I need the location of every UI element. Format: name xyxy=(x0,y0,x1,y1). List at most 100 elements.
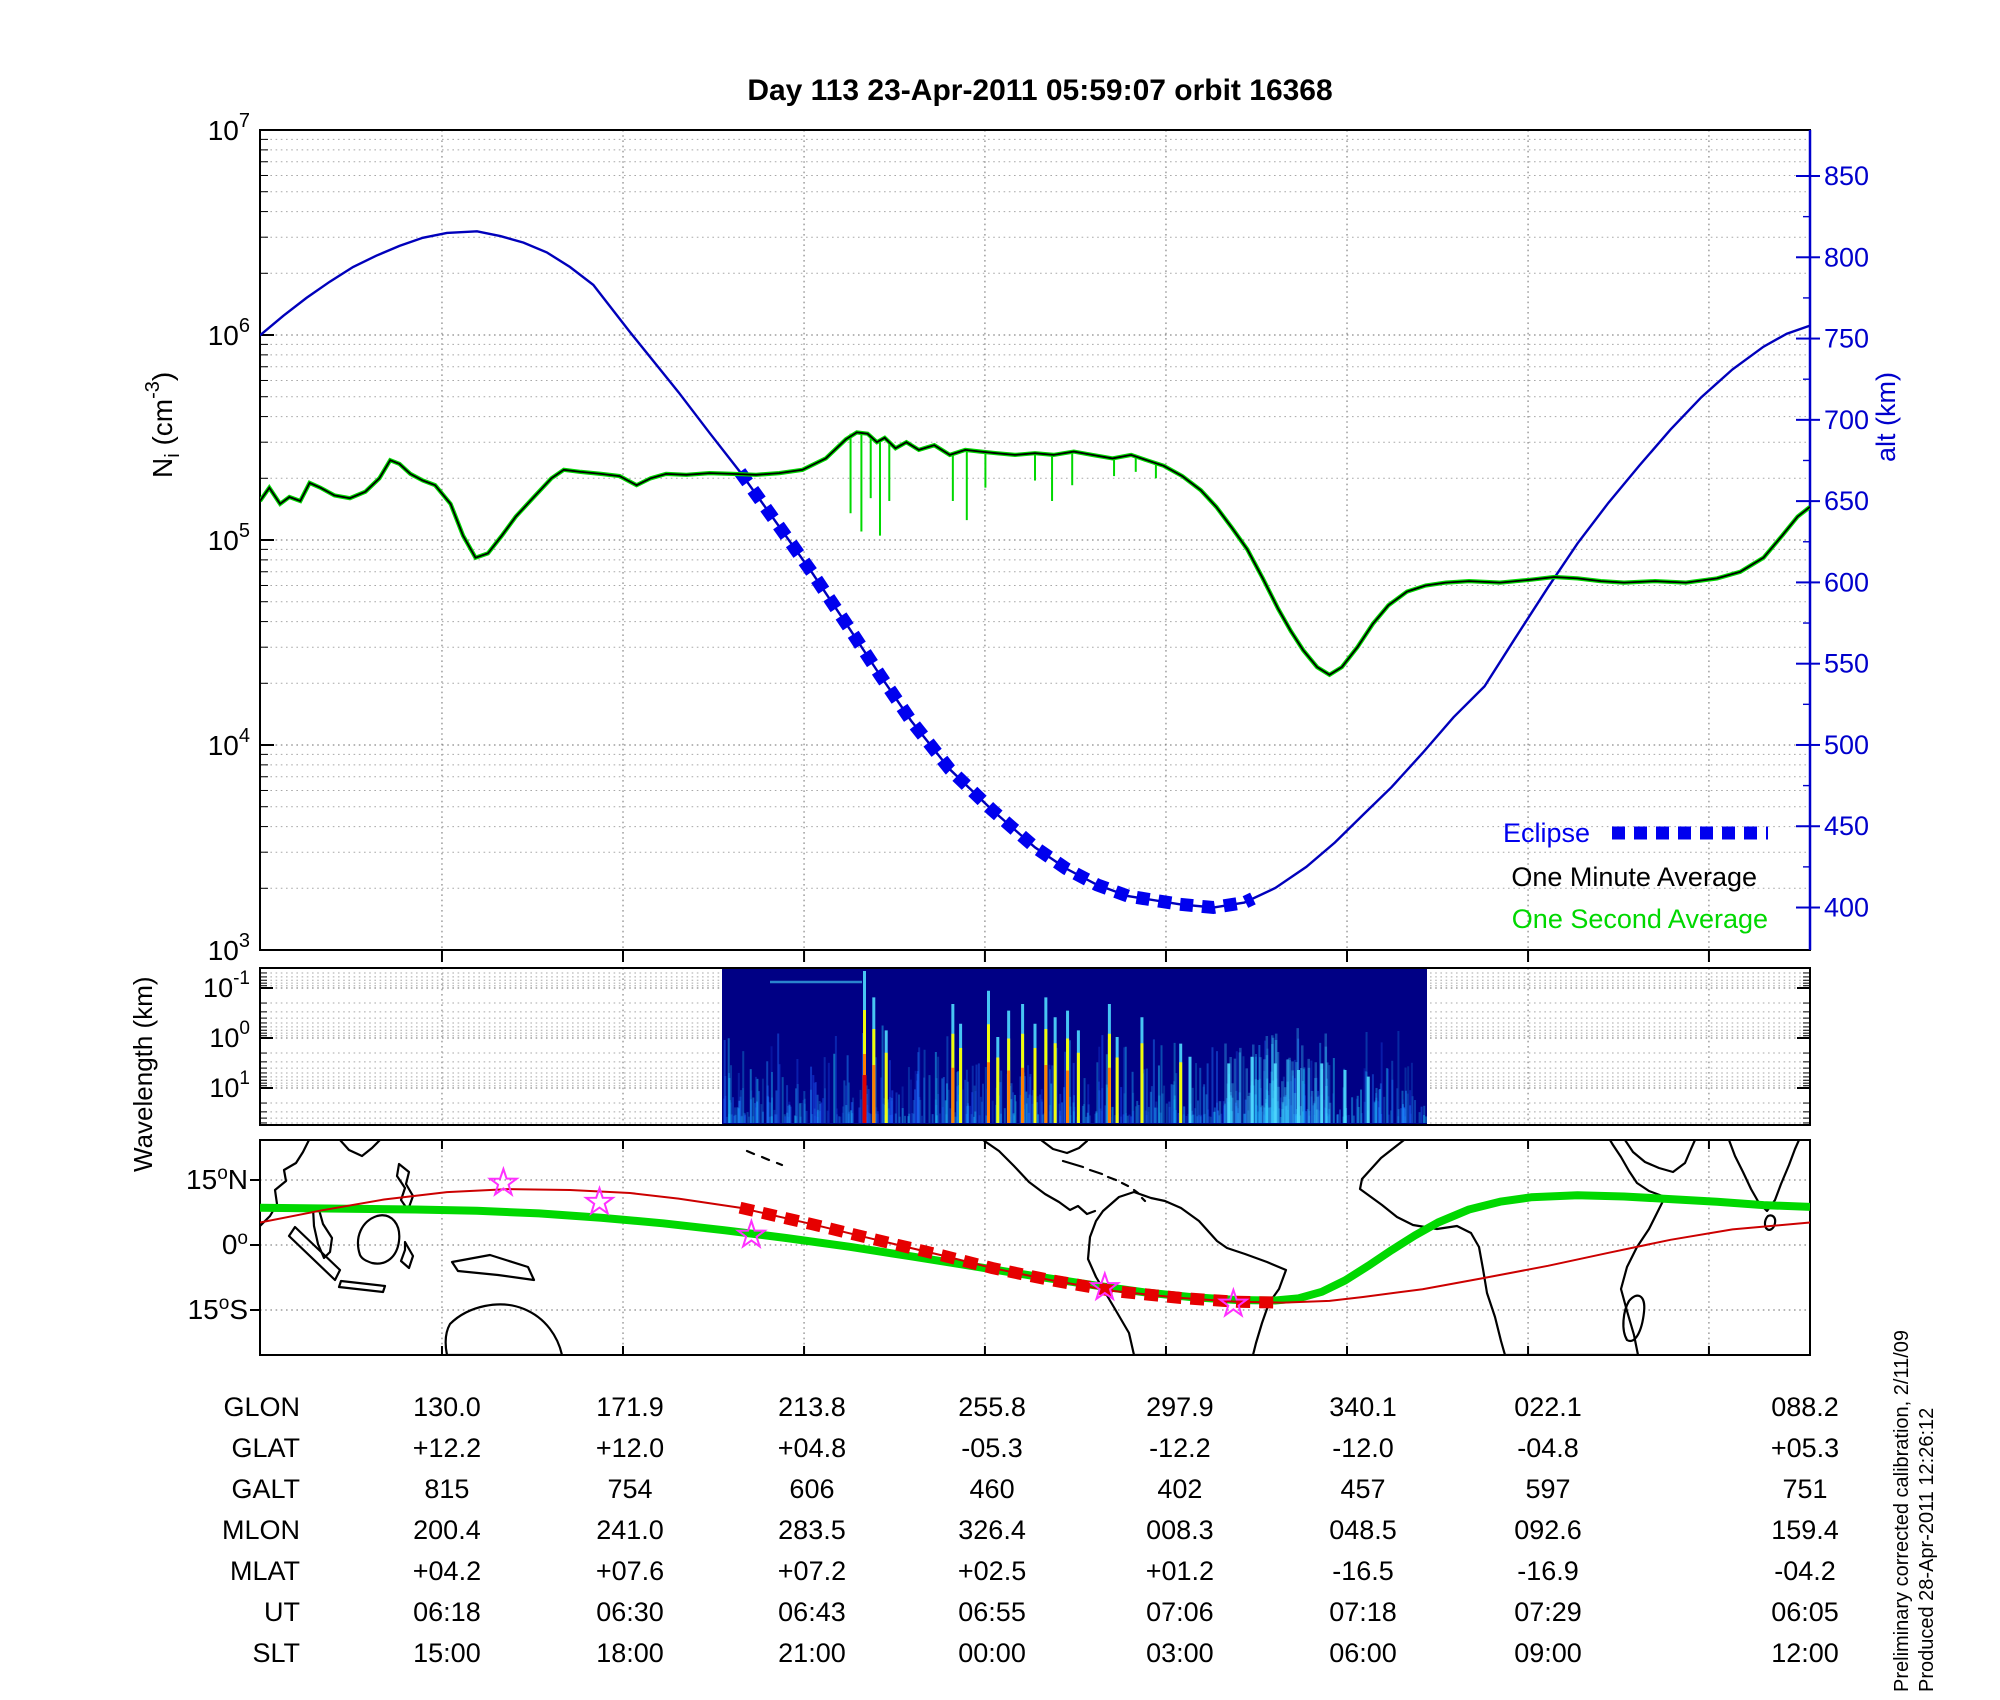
map-tracks xyxy=(260,1165,1810,1318)
wavelength-tick-label: 100 xyxy=(209,1018,250,1053)
table-cell: 606 xyxy=(789,1474,834,1504)
table-cell: +02.5 xyxy=(958,1556,1026,1586)
table-cell: -12.0 xyxy=(1332,1433,1394,1463)
table-cell: 092.6 xyxy=(1514,1515,1582,1545)
ni-tick-label-base: 10 xyxy=(208,320,239,351)
table-cell: 241.0 xyxy=(596,1515,664,1545)
coast-madagascar xyxy=(1622,1294,1646,1343)
spectrogram-image xyxy=(722,969,1427,1124)
table-cell: 06:43 xyxy=(778,1597,846,1627)
table-cell: 213.8 xyxy=(778,1392,846,1422)
ni-tick-label-exp: 5 xyxy=(239,520,250,542)
table-cell: 06:55 xyxy=(958,1597,1026,1627)
ni-tick-label-exp: 7 xyxy=(239,110,250,132)
table-cell: 171.9 xyxy=(596,1392,664,1422)
wavelength-tick-label-base: 10 xyxy=(209,1023,239,1053)
lat-tick-label: 0o xyxy=(222,1228,248,1260)
ni-tick-label-base: 10 xyxy=(208,935,239,966)
ni-tick-label-base: 10 xyxy=(208,525,239,556)
table-cell: 022.1 xyxy=(1514,1392,1582,1422)
wavelength-tick-label: 101 xyxy=(209,1068,250,1103)
lat-tick-part-1: o xyxy=(217,1163,228,1184)
wavelength-tick-label-base: 10 xyxy=(209,1073,239,1103)
spectrogram-background xyxy=(722,969,1427,1124)
y-axis-label-wavelength: Wavelength (km) xyxy=(128,976,158,1172)
table-row-label-galt: GALT xyxy=(231,1474,300,1504)
event-star-marker xyxy=(735,1217,768,1249)
table-cell: 21:00 xyxy=(778,1638,846,1668)
y-axis-label-ion-density: Ni (cm-3) xyxy=(142,372,184,478)
ni-label-sub: i xyxy=(162,453,184,457)
coast-philippines xyxy=(395,1162,415,1212)
table-cell: -16.5 xyxy=(1332,1556,1394,1586)
ni-tick-label: 104 xyxy=(208,725,250,761)
table-cell: 15:00 xyxy=(413,1638,481,1668)
alt-tick-label: 850 xyxy=(1824,161,1869,191)
table-cell: +07.6 xyxy=(596,1556,664,1586)
alt-tick-label: 750 xyxy=(1824,324,1869,354)
coast-central-america xyxy=(981,1140,1097,1216)
table-cell: 460 xyxy=(970,1474,1015,1504)
table-cell: -16.9 xyxy=(1517,1556,1579,1586)
table-cell: 815 xyxy=(424,1474,469,1504)
table-cell: 07:06 xyxy=(1146,1597,1214,1627)
table-row-label-glat: GLAT xyxy=(231,1433,300,1463)
coast-sumatra xyxy=(287,1225,342,1282)
table-cell: -04.2 xyxy=(1774,1556,1836,1586)
table-cell: 12:00 xyxy=(1771,1638,1839,1668)
map-panel-box xyxy=(259,1139,1811,1356)
table-cell: 326.4 xyxy=(958,1515,1026,1545)
lat-tick-part-0: 15 xyxy=(186,1164,217,1195)
event-star-marker xyxy=(1088,1270,1122,1302)
table-row-label-glon: GLON xyxy=(223,1392,300,1422)
ni-tick-label-exp: 6 xyxy=(239,315,250,337)
magnetic-equator-line xyxy=(260,1191,1810,1305)
wavelength-tick-label-base: 10 xyxy=(203,973,233,1003)
lat-tick-label: 15oN xyxy=(186,1163,248,1195)
table-cell: 402 xyxy=(1157,1474,1202,1504)
table-cell: 597 xyxy=(1526,1474,1571,1504)
table-cell: 07:29 xyxy=(1514,1597,1582,1627)
coast-sri-lanka xyxy=(1763,1214,1777,1231)
ni-tick-label-exp: 3 xyxy=(239,930,250,952)
ni-tick-label-exp: 4 xyxy=(239,725,250,747)
coast-china xyxy=(338,1140,382,1158)
plot-title: Day 113 23-Apr-2011 05:59:07 orbit 16368 xyxy=(747,74,1332,107)
eclipse-dashed-curve xyxy=(734,468,1256,915)
table-cell: 03:00 xyxy=(1146,1638,1214,1668)
table-cell: -04.8 xyxy=(1517,1433,1579,1463)
alt-tick-label: 400 xyxy=(1824,893,1869,923)
coast-australia xyxy=(444,1303,564,1355)
ni-tick-label-base: 10 xyxy=(208,730,239,761)
legend-one-second-label: One Second Average xyxy=(1512,904,1768,934)
ground-track-line xyxy=(260,1188,1810,1304)
alt-tick-label: 600 xyxy=(1824,567,1869,597)
wavelength-tick-label-exp: 1 xyxy=(239,1068,250,1089)
one-minute-average-curve xyxy=(260,431,1810,676)
footer-produced-note: Produced 28-Apr-2011 12:26:12 xyxy=(1916,1408,1938,1692)
ni-tick-label: 103 xyxy=(208,930,250,966)
alt-tick-label: 450 xyxy=(1824,811,1869,841)
legend-one-minute-label: One Minute Average xyxy=(1511,862,1757,892)
alt-tick-label: 800 xyxy=(1824,242,1869,272)
event-star-marker xyxy=(487,1165,520,1197)
table-cell: +01.2 xyxy=(1146,1556,1214,1586)
altitude-curve xyxy=(260,230,1810,909)
table-cell: 06:05 xyxy=(1771,1597,1839,1627)
table-cell: 008.3 xyxy=(1146,1515,1214,1545)
table-cell: +12.0 xyxy=(596,1433,664,1463)
alt-tick-label: 700 xyxy=(1824,405,1869,435)
ni-tick-label: 106 xyxy=(208,315,250,351)
ni-tick-label: 105 xyxy=(208,520,250,556)
table-cell: 297.9 xyxy=(1146,1392,1214,1422)
lat-tick-part-1: o xyxy=(219,1293,230,1314)
table-row-label-ut: UT xyxy=(264,1597,300,1627)
table-row-label-mlat: MLAT xyxy=(230,1556,300,1586)
table-cell: 340.1 xyxy=(1329,1392,1397,1422)
event-star-marker xyxy=(1217,1286,1250,1318)
legend-eclipse-label: Eclipse xyxy=(1503,818,1590,848)
table-row-label-mlon: MLON xyxy=(222,1515,300,1545)
lat-tick-part-1: o xyxy=(237,1228,248,1249)
